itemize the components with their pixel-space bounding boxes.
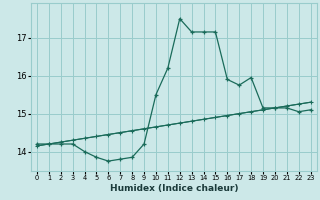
X-axis label: Humidex (Indice chaleur): Humidex (Indice chaleur): [109, 184, 238, 193]
